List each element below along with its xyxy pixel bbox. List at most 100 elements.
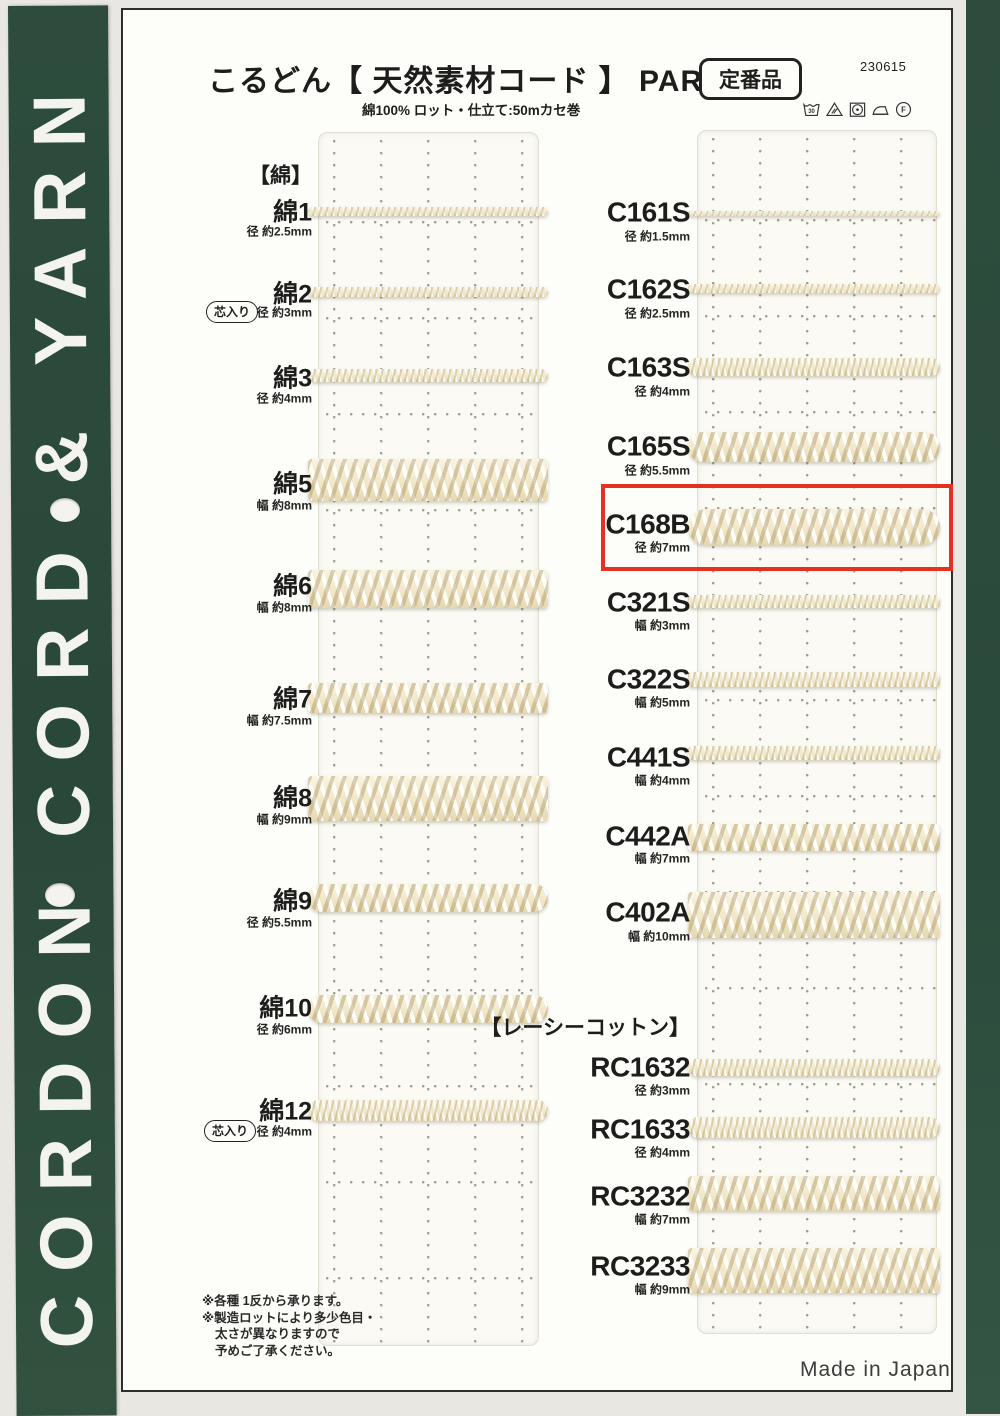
cord-sample-綿10 <box>308 995 548 1023</box>
item-size-綿12: 径 約4mm <box>256 1124 312 1139</box>
cord-sample-C442A <box>688 824 940 851</box>
item-code-綿3: 綿3 <box>273 364 312 393</box>
item-code-C442A: C442A <box>605 820 690 852</box>
item-size-RC1633: 径 約4mm <box>634 1145 690 1160</box>
item-size-C165S: 径 約5.5mm <box>624 463 690 478</box>
item-code-C163S: C163S <box>606 351 691 383</box>
cord-sample-RC3232 <box>688 1176 940 1211</box>
order-notes: ※各種 1反から承ります。 ※製造ロットにより多少色目・太さが異なりますので 予めご… <box>202 1293 376 1359</box>
item-size-C168B: 径 約7mm <box>634 540 690 555</box>
cord-sample-綿8 <box>308 776 548 821</box>
item-size-綿7: 幅 約7.5mm <box>246 713 312 728</box>
cord-sample-RC3233 <box>688 1248 940 1293</box>
item-code-綿6: 綿6 <box>273 572 312 601</box>
f-circle-icon: F <box>894 100 913 119</box>
brand-vertical-text: CORDON CORD & YARN <box>17 70 109 1349</box>
item-code-RC1632: RC1632 <box>590 1051 690 1083</box>
punch-hole-bottom <box>45 883 75 907</box>
cord-sample-RC1633 <box>688 1117 940 1138</box>
item-size-綿2: 径 約3mm <box>256 305 312 320</box>
cord-sample-綿3 <box>308 369 548 382</box>
note-line: 予めご了承ください。 <box>215 1343 341 1358</box>
cord-sample-RC1632 <box>688 1059 940 1076</box>
cord-sample-綿5 <box>308 459 548 501</box>
svg-text:F: F <box>901 105 906 114</box>
item-code-C162S: C162S <box>606 273 691 305</box>
item-code-綿12: 綿12 <box>259 1097 312 1126</box>
cord-sample-C163S <box>688 358 940 376</box>
cord-sample-C161S <box>688 211 940 216</box>
item-code-C165S: C165S <box>606 430 691 462</box>
cord-sample-綿12 <box>308 1100 548 1121</box>
item-code-C161S: C161S <box>606 196 691 228</box>
item-size-RC3232: 幅 約7mm <box>634 1212 690 1227</box>
item-code-C441S: C441S <box>606 741 691 773</box>
right-green-strip <box>966 0 1000 1414</box>
item-code-綿5: 綿5 <box>273 470 312 499</box>
cord-sample-綿9 <box>308 884 548 912</box>
wash-30-icon: 30 <box>802 100 821 119</box>
highlight-box-c168b <box>601 484 953 571</box>
item-code-綿8: 綿8 <box>273 784 312 813</box>
item-code-RC3232: RC3232 <box>590 1180 690 1212</box>
item-size-C161S: 径 約1.5mm <box>624 229 690 244</box>
item-size-RC3233: 幅 約9mm <box>634 1282 690 1297</box>
material-subtitle: 綿100% ロット・仕立て:50mカセ巻 <box>362 103 581 118</box>
cord-sample-綿1 <box>308 207 548 216</box>
item-size-RC1632: 径 約3mm <box>634 1083 690 1098</box>
item-code-C168B: C168B <box>605 508 690 540</box>
cord-sample-C165S <box>688 432 940 462</box>
item-code-RC3233: RC3233 <box>590 1250 690 1282</box>
item-size-C163S: 径 約4mm <box>634 384 690 399</box>
no-bleach-icon <box>825 100 844 119</box>
cord-sample-C441S <box>688 746 940 760</box>
item-code-C321S: C321S <box>606 586 691 618</box>
item-size-綿5: 幅 約8mm <box>256 498 312 513</box>
page-title: こるどん【 天然素材コード 】 PART 1 <box>208 65 750 98</box>
item-size-C162S: 径 約2.5mm <box>624 306 690 321</box>
item-size-綿8: 幅 約9mm <box>256 812 312 827</box>
item-code-綿9: 綿9 <box>273 887 312 916</box>
item-size-C442A: 幅 約7mm <box>634 851 690 866</box>
section-header: 【綿】 <box>249 164 312 188</box>
item-size-C402A: 幅 約10mm <box>627 929 690 944</box>
cord-sample-C321S <box>688 595 940 608</box>
item-code-C322S: C322S <box>606 663 691 695</box>
left-green-strip: CORDON CORD & YARN <box>8 5 117 1416</box>
item-code-綿2: 綿2 <box>273 280 312 309</box>
item-code-綿7: 綿7 <box>273 685 312 714</box>
cord-sample-綿7 <box>308 683 548 713</box>
item-size-綿3: 径 約4mm <box>256 391 312 406</box>
note-line: ※製造ロットにより多少色目・ <box>202 1310 377 1325</box>
cord-sample-C402A <box>688 892 940 938</box>
cord-sample-C168B <box>688 509 940 545</box>
svg-text:30: 30 <box>808 109 815 115</box>
item-size-綿9: 径 約5.5mm <box>246 915 312 930</box>
cord-sample-C322S <box>688 672 940 687</box>
standard-item-badge: 定番品 <box>699 58 802 100</box>
core-badge-綿12: 芯入り <box>203 1120 256 1142</box>
cord-sample-綿2 <box>308 287 548 297</box>
item-size-綿1: 径 約2.5mm <box>246 224 312 239</box>
note-line: 太さが異なりますので <box>215 1327 341 1341</box>
tumble-dry-icon <box>848 100 867 119</box>
item-size-綿10: 径 約6mm <box>256 1022 312 1037</box>
item-size-C321S: 幅 約3mm <box>634 618 690 633</box>
item-code-C402A: C402A <box>605 896 690 928</box>
item-size-C441S: 幅 約4mm <box>634 773 690 788</box>
cord-sample-C162S <box>688 284 940 293</box>
note-line: ※各種 1反から承ります。 <box>202 1294 349 1308</box>
section-header: 【レーシーコットン】 <box>480 1016 690 1040</box>
doc-number: 230615 <box>860 59 907 74</box>
right-sample-board <box>697 130 937 1334</box>
item-code-綿1: 綿1 <box>273 198 312 227</box>
punch-hole-top <box>50 498 80 522</box>
cord-sample-綿6 <box>308 570 548 608</box>
made-in-japan-label: Made in Japan <box>800 1358 951 1381</box>
item-size-C322S: 幅 約5mm <box>634 695 690 710</box>
core-badge-綿2: 芯入り <box>205 301 258 323</box>
item-size-綿6: 幅 約8mm <box>256 600 312 615</box>
iron-icon <box>871 100 890 119</box>
left-sample-board <box>318 132 539 1346</box>
